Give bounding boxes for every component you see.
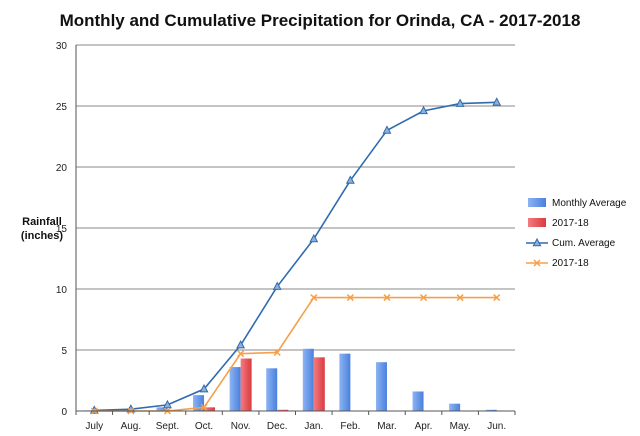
legend-item-2017-18-line: 2017-18 <box>526 258 589 269</box>
x-tick-label-feb: Feb. <box>340 421 360 432</box>
point-cum-2017-18-jun <box>493 294 501 302</box>
lines <box>89 97 502 415</box>
legend-swatch-2017-18-bar <box>528 218 546 227</box>
point-cum-2017-18-dec-b <box>273 348 281 356</box>
legend-swatch-monthly-average <box>528 198 546 207</box>
bar-monthly-average-oct <box>193 395 205 411</box>
point-cum-average-apr <box>419 105 428 115</box>
bar-2017-18-dec <box>277 409 289 411</box>
point-cum-2017-18-feb-b <box>346 294 354 302</box>
line-cum-2017-18 <box>94 296 497 412</box>
legend-marker-2017-18-line-b <box>533 259 541 267</box>
x-tick-label-jan: Jan. <box>304 421 323 432</box>
x-tick-label-jun: Jun. <box>487 421 506 432</box>
x-tick-label-sept: Sept. <box>156 421 179 432</box>
line-cum-average <box>94 101 497 412</box>
legend-item-2017-18-bar: 2017-18 <box>528 218 589 229</box>
point-cum-average-may <box>455 98 465 107</box>
y-tick-label-10: 10 <box>56 285 68 296</box>
bar-monthly-average-jan <box>302 348 314 411</box>
x-tick-label-dec: Dec. <box>267 421 288 432</box>
y-tick-label-20: 20 <box>56 163 68 174</box>
point-cum-2017-18-apr <box>420 294 428 302</box>
point-cum-average-jan <box>309 233 319 243</box>
point-cum-2017-18-mar-b <box>383 294 391 302</box>
x-tick-label-nov: Nov. <box>231 421 251 432</box>
x-tick-label-apr: Apr. <box>415 421 433 432</box>
bar-monthly-average-dec <box>266 368 278 411</box>
point-cum-2017-18-jun-b <box>493 294 501 302</box>
legend: Monthly Average 2017-18 Cum. Average 2017-1… <box>526 198 627 269</box>
y-axis-label-line1: Rainfall <box>22 216 62 228</box>
point-cum-average-oct <box>199 383 209 393</box>
point-cum-2017-18-apr-b <box>420 294 428 302</box>
point-cum-2017-18-jan-b <box>310 294 318 302</box>
bar-monthly-average-jun <box>485 409 497 411</box>
point-cum-2017-18-dec <box>273 348 281 356</box>
x-tick-label-mar: Mar. <box>377 421 396 432</box>
point-cum-average-mar <box>382 125 392 134</box>
point-cum-2017-18-oct <box>200 403 208 411</box>
bar-monthly-average-sept <box>156 407 168 411</box>
y-tick-label-30: 30 <box>56 41 68 52</box>
point-cum-2017-18-jan <box>310 294 318 302</box>
y-tick-label-0: 0 <box>61 407 67 418</box>
bar-2017-18-jan <box>313 357 325 411</box>
bar-monthly-average-apr <box>412 391 424 411</box>
point-cum-2017-18-may <box>456 294 464 302</box>
y-tick-label-5: 5 <box>61 346 67 357</box>
bar-monthly-average-may <box>449 403 461 411</box>
bar-monthly-average-feb <box>339 353 351 411</box>
legend-label-2017-18-line: 2017-18 <box>552 258 589 269</box>
legend-label-2017-18-bar: 2017-18 <box>552 218 589 229</box>
x-tick-label-aug: Aug. <box>121 421 142 432</box>
point-cum-2017-18-nov-b <box>237 350 245 358</box>
y-axis-label-line2: (inches) <box>21 230 64 242</box>
gridlines <box>76 44 515 351</box>
legend-item-monthly-average: Monthly Average <box>528 198 627 209</box>
point-cum-average-jun <box>492 97 502 106</box>
x-tick-label-oct: Oct. <box>195 421 213 432</box>
point-cum-2017-18-nov <box>237 350 245 358</box>
bar-monthly-average-mar <box>375 362 387 411</box>
point-cum-2017-18-feb <box>346 294 354 302</box>
x-tick-label-may: May. <box>450 421 471 432</box>
legend-label-cum-average: Cum. Average <box>552 238 616 249</box>
y-tick-label-25: 25 <box>56 102 68 113</box>
chart-title: Monthly and Cumulative Precipitation for… <box>60 11 581 30</box>
axes: 0 5 10 15 20 25 30 July Aug. Sept. Oct. Nov. Dec. Jan… <box>56 41 516 432</box>
bar-2017-18-nov <box>240 358 252 411</box>
bars <box>83 348 497 411</box>
point-cum-average-nov <box>236 340 246 349</box>
bar-2017-18-oct <box>204 407 216 411</box>
point-cum-average-dec <box>272 281 282 290</box>
point-cum-average-feb <box>345 175 355 184</box>
bar-monthly-average-nov <box>229 367 241 411</box>
point-cum-2017-18-may-b <box>456 294 464 302</box>
x-tick-label-july: July <box>85 421 103 432</box>
point-cum-2017-18-mar <box>383 294 391 302</box>
legend-marker-cum-average <box>532 237 542 247</box>
point-cum-average-sept <box>163 399 172 409</box>
legend-label-monthly-average: Monthly Average <box>552 198 627 209</box>
legend-item-cum-average: Cum. Average <box>526 237 616 249</box>
y-tick-label-15: 15 <box>56 224 68 235</box>
point-cum-2017-18-oct-b <box>200 403 208 411</box>
